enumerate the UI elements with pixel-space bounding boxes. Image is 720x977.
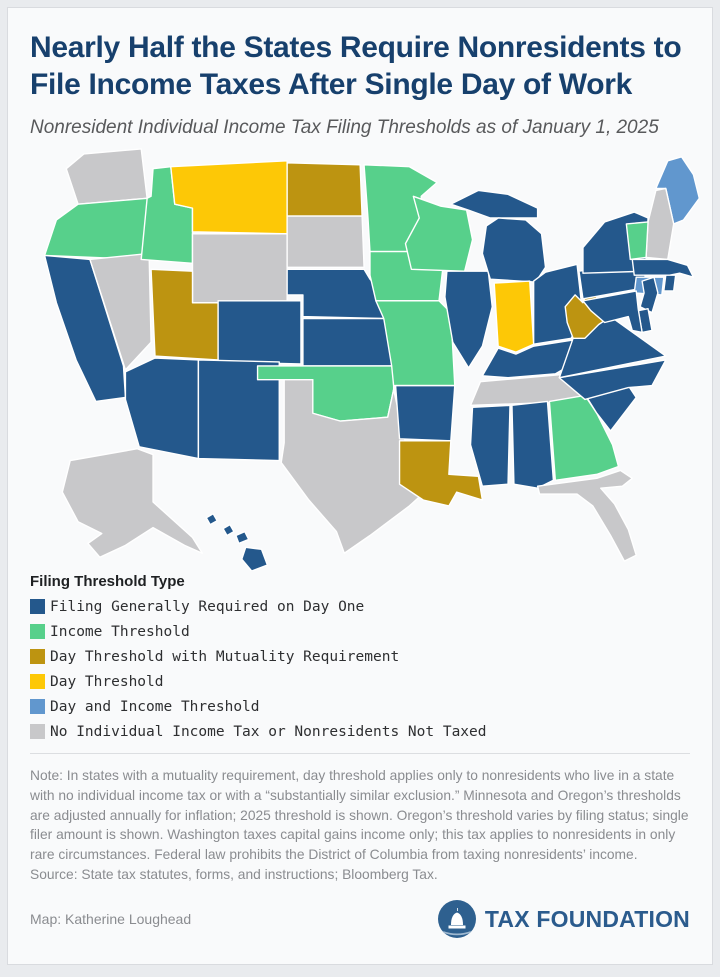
state-hi-big-island: [241, 546, 269, 571]
legend-swatch-no-tax: [30, 724, 45, 740]
state-hi-maui: [235, 530, 250, 544]
state-fl: [536, 469, 637, 562]
state-nc: [558, 359, 667, 400]
legend-label-day: Day Threshold: [50, 673, 164, 690]
state-al: [511, 400, 555, 489]
legend-label-day-income: Day and Income Threshold: [50, 698, 260, 715]
state-ks: [302, 317, 395, 367]
state-mi-upper: [450, 189, 539, 219]
legend: Filing Threshold Type Filing Generally R…: [30, 573, 690, 740]
state-la: [398, 440, 484, 507]
legend-title: Filing Threshold Type: [30, 572, 185, 590]
state-ak: [61, 447, 204, 558]
state-mi-lower: [481, 217, 547, 283]
page-subtitle: Nonresident Individual Income Tax Filing…: [30, 117, 659, 139]
legend-label-income: Income Threshold: [50, 623, 190, 640]
state-hi-oahu: [222, 523, 235, 537]
state-nd: [286, 161, 363, 217]
infographic-card: Nearly Half the States Require Nonreside…: [7, 7, 713, 965]
note-block: Note: In states with a mutuality require…: [30, 766, 690, 885]
logo-text: TAX FOUNDATION: [484, 905, 690, 932]
state-co: [217, 300, 302, 365]
us-map-svg: [43, 148, 701, 571]
page-title: Nearly Half the States Require Nonreside…: [30, 31, 682, 101]
state-ma: [631, 258, 695, 278]
state-or: [43, 197, 150, 260]
note-text: Note: In states with a mutuality require…: [30, 767, 689, 863]
legend-label-mutuality: Day Threshold with Mutuality Requirement: [50, 648, 400, 665]
legend-item-day-income: Day and Income Threshold: [30, 699, 690, 715]
state-ky: [481, 339, 594, 379]
tax-foundation-logo: TAX FOUNDATION: [437, 899, 690, 939]
state-ms: [469, 404, 511, 487]
state-wa: [65, 148, 148, 205]
legend-item-income: Income Threshold: [30, 624, 690, 640]
footer-row: Map: Katherine Loughead TAX FOUNDATION: [30, 899, 690, 939]
legend-item-day: Day Threshold: [30, 674, 690, 690]
footer-divider: [30, 752, 690, 754]
state-md: [582, 290, 643, 333]
legend-swatch-day: [30, 674, 45, 690]
legend-swatch-mutuality: [30, 649, 45, 665]
legend-label-day-one: Filing Generally Required on Day One: [50, 598, 365, 615]
legend-swatch-day-one: [30, 599, 45, 615]
state-nj: [639, 276, 659, 314]
state-nm: [197, 359, 280, 462]
state-mt: [170, 159, 288, 235]
legend-item-day-one: Filing Generally Required on Day One: [30, 599, 690, 615]
capitol-icon: [437, 900, 476, 939]
map-credit: Map: Katherine Loughead: [30, 911, 192, 928]
legend-swatch-income: [30, 624, 45, 640]
state-ar: [394, 384, 456, 442]
state-az: [124, 357, 200, 460]
legend-swatch-day-income: [30, 699, 45, 715]
us-choropleth-map: [30, 147, 706, 571]
state-hi-kauai: [205, 512, 218, 526]
legend-label-no-tax: No Individual Income Tax or Nonresidents…: [50, 723, 487, 740]
state-in: [493, 280, 535, 353]
state-nv: [89, 252, 152, 371]
state-vt: [625, 221, 649, 260]
state-sd: [286, 215, 365, 268]
state-ri: [663, 274, 677, 292]
legend-item-mutuality: Day Threshold with Mutuality Requirement: [30, 649, 690, 665]
legend-item-no-tax: No Individual Income Tax or Nonresidents…: [30, 724, 690, 740]
state-wy: [191, 232, 288, 304]
source-text: Source: State tax statutes, forms, and i…: [30, 867, 438, 883]
